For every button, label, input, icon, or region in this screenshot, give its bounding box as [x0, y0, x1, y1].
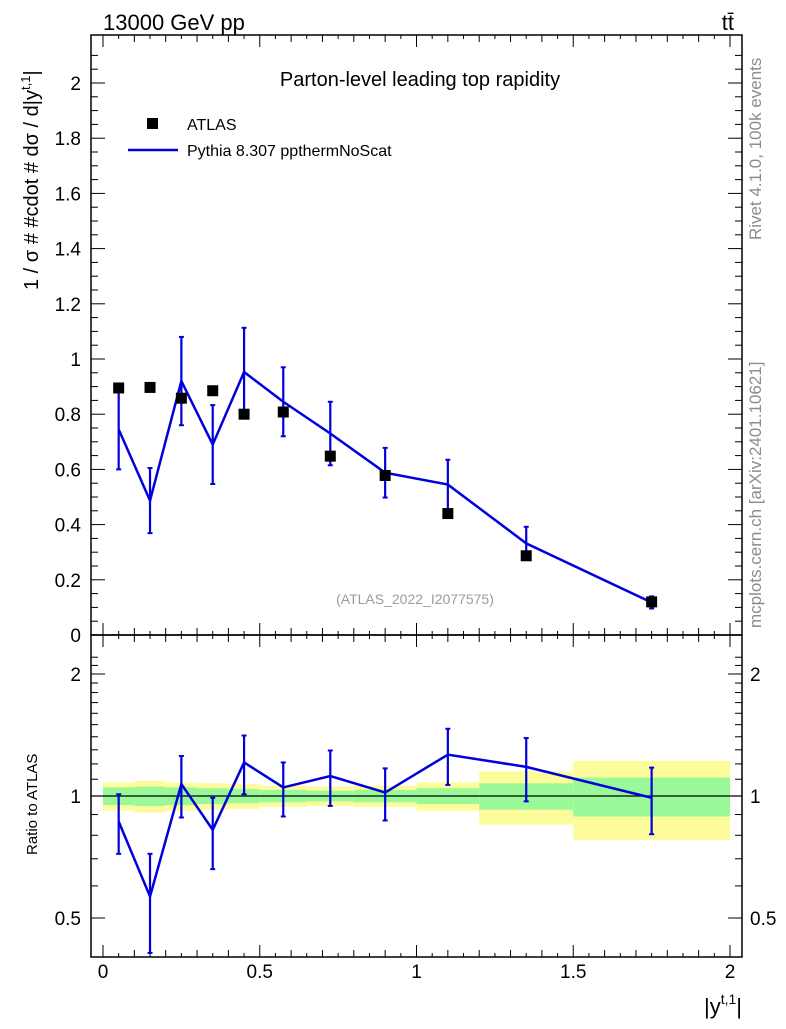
data-point-7	[379, 469, 391, 481]
y-tick-label: 1	[70, 350, 81, 371]
main-series	[113, 326, 658, 610]
x-tick-label: 1.5	[560, 962, 586, 983]
x-axis-label: |yt,1|	[704, 991, 742, 1019]
y-tick-label: 1.4	[55, 240, 82, 261]
y-tick-label: 0.8	[55, 405, 81, 426]
ratio-y-axis-label: Ratio to ATLAS	[24, 754, 41, 855]
y-tick-label: 1.2	[55, 295, 81, 316]
ratio-y-tick-label-right: 2	[750, 665, 761, 686]
data-point-5	[277, 406, 289, 418]
data-point-0	[113, 382, 125, 394]
y-tick-label: 0.6	[55, 460, 81, 481]
header-process-label: tt̄	[722, 10, 734, 35]
x-tick-label: 1	[411, 962, 422, 983]
axis-ticks	[91, 35, 742, 957]
y-tick-label: 0.2	[55, 571, 81, 592]
legend-mc-label: Pythia 8.307 ppthermNoScat	[187, 143, 392, 160]
data-point-10	[646, 596, 658, 608]
x-tick-label: 0.5	[247, 962, 273, 983]
y-tick-label: 2	[70, 74, 81, 95]
data-point-9	[520, 550, 532, 562]
x-tick-label: 2	[725, 962, 736, 983]
x-tick-label: 0	[98, 962, 109, 983]
data-point-4	[238, 408, 250, 420]
ratio-y-tick-label: 0.5	[55, 909, 81, 930]
axis-tick-labels: 0 0.5 1 1.5 2 0 0.2 0.4 0.6 0.8 1 1.2 1.4 1.6 1.8 2 0.5 0…	[55, 74, 777, 983]
ratio-y-tick-label: 1	[70, 787, 81, 808]
ratio-y-tick-label-right: 1	[750, 787, 761, 808]
ratio-y-tick-label-right: 0.5	[750, 909, 776, 930]
legend-data-marker	[147, 118, 158, 129]
watermark: (ATLAS_2022_I2077575)	[336, 591, 494, 607]
y-tick-label: 0.4	[55, 516, 82, 537]
legend-data-label: ATLAS	[187, 117, 237, 134]
data-point-3	[207, 385, 219, 397]
ratio-series	[116, 727, 655, 954]
data-point-2	[175, 392, 187, 404]
data-point-6	[324, 450, 336, 462]
legend: ATLAS Pythia 8.307 ppthermNoScat	[128, 117, 392, 160]
side-label-mcplots: mcplots.cern.ch [arXiv:2401.10621]	[746, 362, 765, 628]
y-tick-label: 1.6	[55, 184, 81, 205]
header-energy-label: 13000 GeV pp	[103, 10, 245, 35]
y-tick-label: 0	[70, 626, 81, 647]
data-point-8	[442, 508, 454, 520]
y-tick-label: 1.8	[55, 129, 81, 150]
data-point-1	[144, 381, 156, 393]
ratio-y-tick-label: 2	[70, 665, 81, 686]
y-axis-label: 1 / σ # #cdot # dσ / d|yt,1|	[18, 70, 43, 290]
side-label-rivet: Rivet 4.1.0, 100k events	[746, 58, 765, 240]
chart-title: Parton-level leading top rapidity	[280, 69, 560, 91]
